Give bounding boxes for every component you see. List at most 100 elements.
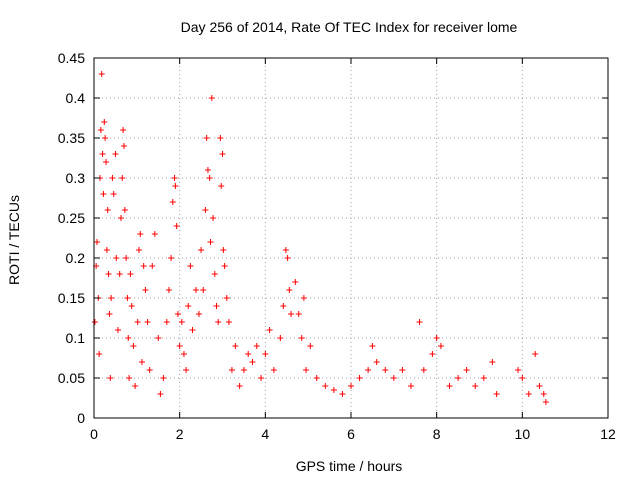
x-tick-label: 2 <box>176 426 184 442</box>
data-point <box>116 271 123 277</box>
data-point <box>219 151 226 157</box>
data-point <box>121 207 128 213</box>
y-tick-label: 0.15 <box>58 290 85 306</box>
y-tick-label: 0.45 <box>58 50 85 66</box>
data-point <box>217 135 224 141</box>
data-point <box>369 343 376 349</box>
data-point <box>303 367 310 373</box>
data-point <box>200 287 207 293</box>
data-point <box>280 303 287 309</box>
data-point <box>206 175 213 181</box>
data-point <box>96 351 103 357</box>
data-point <box>220 247 227 253</box>
data-point <box>292 279 299 285</box>
data-point <box>203 135 210 141</box>
data-point <box>525 391 532 397</box>
data-point <box>213 303 220 309</box>
y-tick-label: 0.25 <box>58 210 85 226</box>
data-point <box>433 335 440 341</box>
data-point <box>228 367 235 373</box>
y-axis-label: ROTI / TECUs <box>6 195 22 285</box>
data-point <box>266 327 273 333</box>
data-point <box>106 311 113 317</box>
data-point <box>165 287 172 293</box>
data-point <box>174 311 181 317</box>
data-point <box>339 391 346 397</box>
data-point <box>160 375 167 381</box>
data-point <box>407 383 414 389</box>
data-point <box>107 375 114 381</box>
data-point <box>101 119 108 125</box>
data-point <box>185 303 192 309</box>
data-point <box>168 255 175 261</box>
chart-title: Day 256 of 2014, Rate Of TEC Index for r… <box>181 19 518 35</box>
y-tick-label: 0 <box>77 410 85 426</box>
data-point <box>295 311 302 317</box>
data-point <box>540 391 547 397</box>
data-point <box>416 319 423 325</box>
data-point <box>91 319 98 325</box>
data-point <box>211 271 218 277</box>
data-point <box>130 343 137 349</box>
data-point <box>240 367 247 373</box>
data-point <box>97 127 104 133</box>
data-point <box>307 343 314 349</box>
axis-ticks <box>93 57 609 419</box>
data-point <box>298 335 305 341</box>
data-point <box>120 127 127 133</box>
data-point <box>245 351 252 357</box>
data-point <box>382 367 389 373</box>
data-point <box>178 319 185 325</box>
data-point <box>356 375 363 381</box>
data-point <box>183 367 190 373</box>
data-point <box>204 167 211 173</box>
data-point <box>93 239 100 245</box>
data-point <box>472 383 479 389</box>
data-point <box>218 183 225 189</box>
data-point <box>202 207 209 213</box>
data-point <box>125 335 132 341</box>
data-point <box>288 311 295 317</box>
data-point <box>103 247 110 253</box>
data-point <box>223 295 230 301</box>
data-point <box>110 191 117 197</box>
data-point <box>99 151 106 157</box>
x-tick-label: 6 <box>347 426 355 442</box>
data-point <box>195 311 202 317</box>
data-point <box>102 135 109 141</box>
data-point <box>176 343 183 349</box>
data-point <box>284 255 291 261</box>
data-point <box>105 271 112 277</box>
data-point <box>102 159 109 165</box>
data-point <box>189 327 196 333</box>
y-tick-label: 0.2 <box>66 250 86 266</box>
data-point <box>119 175 126 181</box>
x-tick-label: 8 <box>433 426 441 442</box>
data-point <box>232 343 239 349</box>
data-point <box>208 95 215 101</box>
data-point <box>493 391 500 397</box>
data-point <box>282 247 289 253</box>
data-point <box>123 255 130 261</box>
data-point <box>330 387 337 393</box>
data-point <box>420 367 427 373</box>
data-point <box>135 247 142 253</box>
data-point <box>300 295 307 301</box>
y-tick-label: 0.4 <box>66 90 86 106</box>
data-point <box>112 151 119 157</box>
data-point <box>322 383 329 389</box>
data-point <box>127 271 134 277</box>
data-point <box>138 359 145 365</box>
data-point <box>253 343 260 349</box>
data-point <box>142 287 149 293</box>
data-point <box>114 327 121 333</box>
data-point <box>480 375 487 381</box>
data-point <box>455 375 462 381</box>
data-point <box>515 367 522 373</box>
data-point <box>104 207 111 213</box>
data-point <box>132 383 139 389</box>
data-point <box>113 255 120 261</box>
data-point <box>221 263 228 269</box>
y-tick-label: 0.35 <box>58 130 85 146</box>
data-point <box>109 175 116 181</box>
